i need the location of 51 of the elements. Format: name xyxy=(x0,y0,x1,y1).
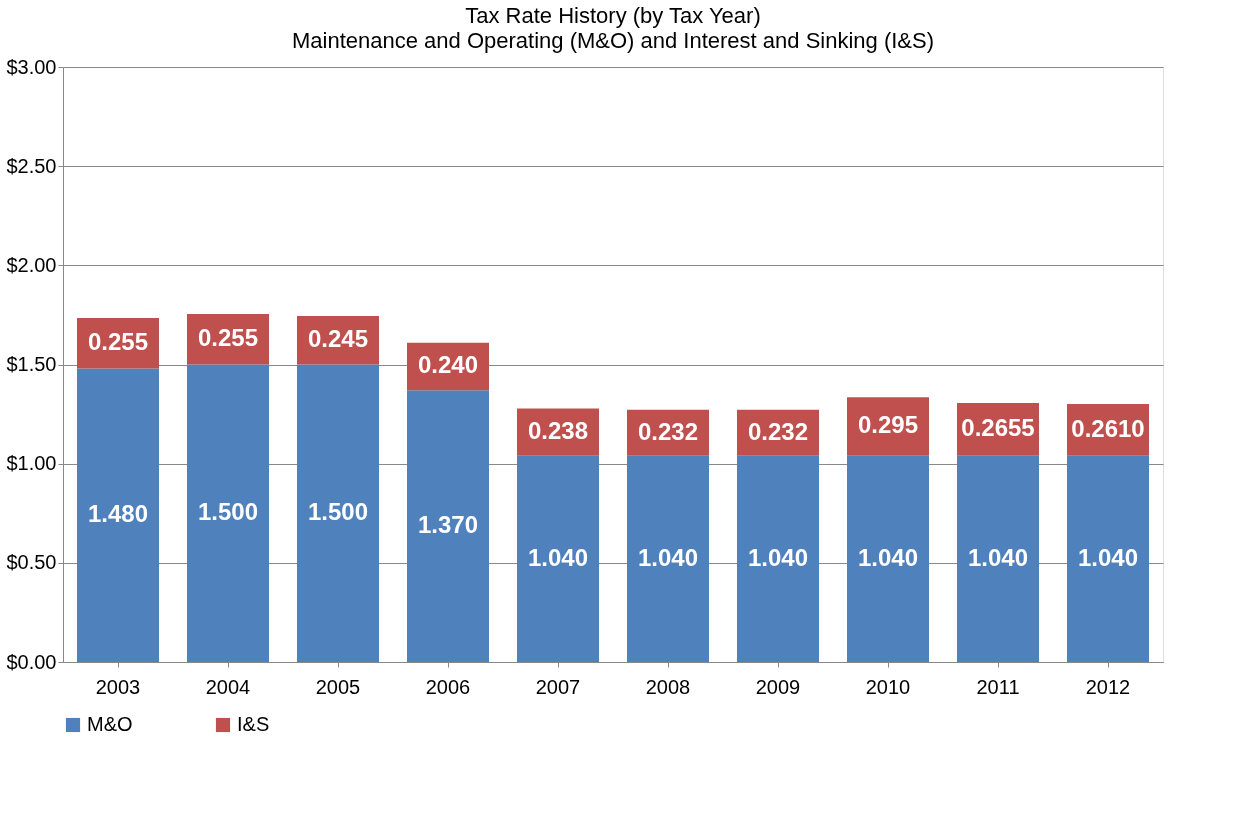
data-label: 1.040 xyxy=(1077,543,1139,571)
x-tick-label: 2003 xyxy=(95,675,141,698)
chart-subtitle: Maintenance and Operating (M&O) and Interest and Sinking (I&S) xyxy=(291,28,935,53)
x-tick-label: 2011 xyxy=(976,675,1020,698)
chart-title: Tax Rate History (by Tax Year) xyxy=(465,3,761,28)
legend-label: I&S xyxy=(237,713,270,735)
data-label: 1.040 xyxy=(967,543,1029,571)
bar xyxy=(1067,455,1149,662)
data-label: 0.295 xyxy=(857,411,919,439)
data-label: 1.040 xyxy=(857,543,919,571)
data-label: 1.370 xyxy=(417,511,479,539)
data-label: 0.238 xyxy=(527,417,589,445)
x-tick-label: 2007 xyxy=(535,675,581,698)
bar xyxy=(737,455,819,662)
data-label: 1.040 xyxy=(527,543,589,571)
bar xyxy=(77,368,159,662)
x-tick-label: 2009 xyxy=(755,675,801,698)
data-label: 0.240 xyxy=(417,351,479,379)
x-tick-label: 2008 xyxy=(645,675,691,698)
bar xyxy=(627,455,709,662)
x-tick-label: 2006 xyxy=(425,675,471,698)
y-tick-label: $2.50 xyxy=(6,154,57,177)
y-tick-label: $1.00 xyxy=(6,452,57,475)
y-tick-label: $0.50 xyxy=(6,551,57,574)
data-label: 0.255 xyxy=(87,328,149,356)
bar xyxy=(847,455,929,662)
data-label: 0.245 xyxy=(307,325,369,353)
y-tick-label: $0.00 xyxy=(6,650,57,673)
legend-label: M&O xyxy=(87,713,133,735)
y-tick-label: $1.50 xyxy=(6,353,57,375)
data-label: 1.500 xyxy=(197,498,259,526)
data-label: 1.040 xyxy=(637,543,699,571)
data-label: 0.255 xyxy=(197,324,259,352)
data-label: 0.2655 xyxy=(961,414,1035,442)
y-tick-label: $3.00 xyxy=(6,55,57,78)
data-label: 0.232 xyxy=(637,417,699,445)
data-label: 0.2610 xyxy=(1071,414,1145,442)
x-tick-label: 2012 xyxy=(1085,675,1131,698)
bar xyxy=(187,364,269,662)
data-label: 1.040 xyxy=(747,543,809,571)
bar xyxy=(957,455,1039,662)
bar xyxy=(407,390,489,662)
bar xyxy=(297,364,379,662)
data-label: 1.480 xyxy=(87,500,149,528)
y-tick-label: $2.00 xyxy=(6,253,57,276)
data-label: 1.500 xyxy=(307,498,369,526)
x-tick-label: 2005 xyxy=(315,675,361,698)
x-tick-label: 2004 xyxy=(205,675,251,698)
data-label: 0.232 xyxy=(747,417,809,445)
bar xyxy=(517,455,599,662)
x-tick-label: 2010 xyxy=(865,675,911,698)
